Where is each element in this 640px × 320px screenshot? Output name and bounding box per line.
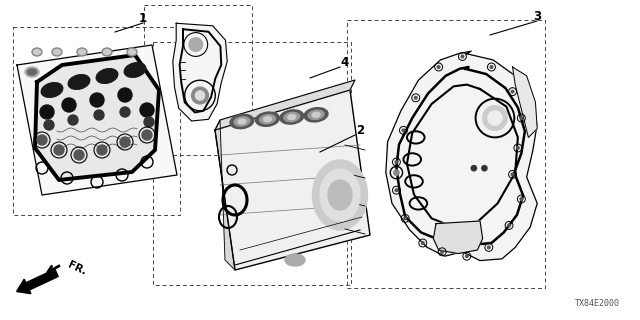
Polygon shape: [386, 51, 537, 260]
Ellipse shape: [25, 67, 39, 77]
Polygon shape: [215, 80, 355, 130]
Ellipse shape: [129, 50, 136, 54]
Circle shape: [511, 173, 514, 176]
Polygon shape: [35, 55, 159, 180]
Ellipse shape: [238, 119, 246, 124]
Text: 4: 4: [341, 55, 349, 68]
Circle shape: [54, 145, 64, 155]
Ellipse shape: [127, 48, 137, 56]
Text: 2: 2: [356, 124, 364, 137]
Ellipse shape: [260, 115, 275, 124]
Ellipse shape: [41, 83, 63, 97]
Ellipse shape: [328, 180, 352, 210]
Circle shape: [415, 97, 417, 99]
Ellipse shape: [104, 50, 111, 54]
Circle shape: [62, 98, 76, 112]
Circle shape: [404, 217, 406, 220]
Circle shape: [483, 106, 508, 130]
Polygon shape: [173, 23, 227, 121]
Circle shape: [465, 255, 468, 258]
Bar: [144, 5, 252, 155]
Text: TX84E2000: TX84E2000: [575, 299, 620, 308]
Ellipse shape: [304, 108, 328, 122]
Circle shape: [488, 111, 502, 125]
Circle shape: [189, 38, 202, 51]
Circle shape: [488, 246, 490, 249]
Circle shape: [520, 117, 523, 119]
Bar: [347, 20, 545, 288]
Circle shape: [120, 137, 130, 147]
Circle shape: [74, 150, 84, 160]
FancyArrow shape: [17, 269, 58, 294]
Bar: [153, 42, 351, 285]
Ellipse shape: [52, 48, 62, 56]
Circle shape: [437, 66, 440, 68]
Circle shape: [461, 55, 464, 58]
Ellipse shape: [255, 112, 280, 126]
Circle shape: [508, 224, 510, 227]
Circle shape: [37, 135, 47, 145]
Circle shape: [140, 103, 154, 117]
Circle shape: [490, 66, 493, 68]
Ellipse shape: [96, 69, 118, 83]
Circle shape: [395, 161, 397, 163]
Polygon shape: [17, 45, 177, 195]
Text: FR.: FR.: [66, 260, 88, 276]
Circle shape: [471, 165, 476, 171]
Bar: [13, 27, 180, 215]
Circle shape: [511, 90, 514, 93]
Polygon shape: [513, 67, 537, 137]
Ellipse shape: [54, 50, 61, 54]
Ellipse shape: [312, 160, 367, 230]
Circle shape: [191, 87, 209, 104]
Circle shape: [118, 88, 132, 102]
Circle shape: [394, 170, 399, 175]
Circle shape: [94, 110, 104, 120]
Ellipse shape: [280, 110, 304, 124]
Circle shape: [97, 145, 107, 155]
Ellipse shape: [312, 112, 320, 117]
Ellipse shape: [320, 169, 360, 221]
Circle shape: [482, 165, 487, 171]
Circle shape: [195, 91, 205, 100]
Ellipse shape: [288, 115, 296, 120]
Circle shape: [144, 117, 154, 127]
Ellipse shape: [285, 254, 305, 266]
Circle shape: [441, 251, 444, 253]
Circle shape: [422, 242, 424, 244]
Circle shape: [68, 115, 78, 125]
Polygon shape: [215, 90, 370, 270]
Circle shape: [44, 120, 54, 130]
Circle shape: [402, 129, 404, 132]
Text: 1: 1: [139, 12, 147, 25]
Circle shape: [40, 105, 54, 119]
Circle shape: [120, 107, 130, 117]
Circle shape: [395, 189, 397, 191]
Ellipse shape: [102, 48, 112, 56]
Circle shape: [520, 198, 523, 200]
Ellipse shape: [264, 117, 271, 122]
Ellipse shape: [68, 75, 90, 89]
Circle shape: [90, 93, 104, 107]
Ellipse shape: [234, 117, 250, 126]
Polygon shape: [215, 120, 235, 270]
Circle shape: [516, 147, 519, 149]
Ellipse shape: [33, 50, 40, 54]
Ellipse shape: [124, 63, 146, 77]
Polygon shape: [433, 221, 483, 253]
Circle shape: [142, 130, 152, 140]
Ellipse shape: [32, 48, 42, 56]
Ellipse shape: [230, 114, 254, 129]
Text: 3: 3: [533, 10, 541, 22]
Ellipse shape: [77, 48, 87, 56]
Ellipse shape: [308, 110, 324, 119]
Ellipse shape: [284, 112, 300, 122]
Ellipse shape: [28, 69, 36, 75]
Ellipse shape: [79, 50, 86, 54]
